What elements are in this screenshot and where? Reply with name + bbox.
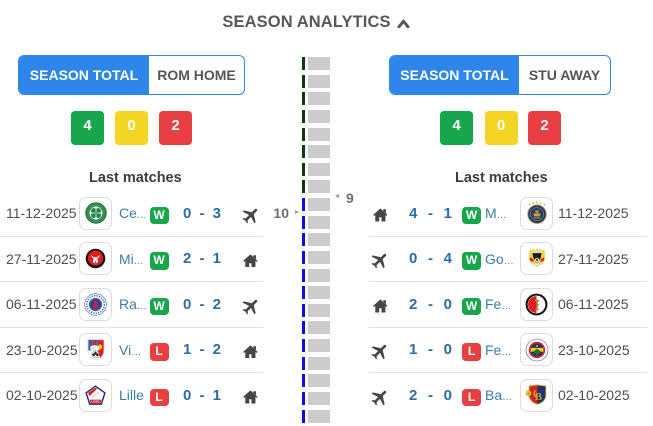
svg-text:B: B xyxy=(534,391,542,403)
svg-text:LOSC: LOSC xyxy=(92,399,100,403)
